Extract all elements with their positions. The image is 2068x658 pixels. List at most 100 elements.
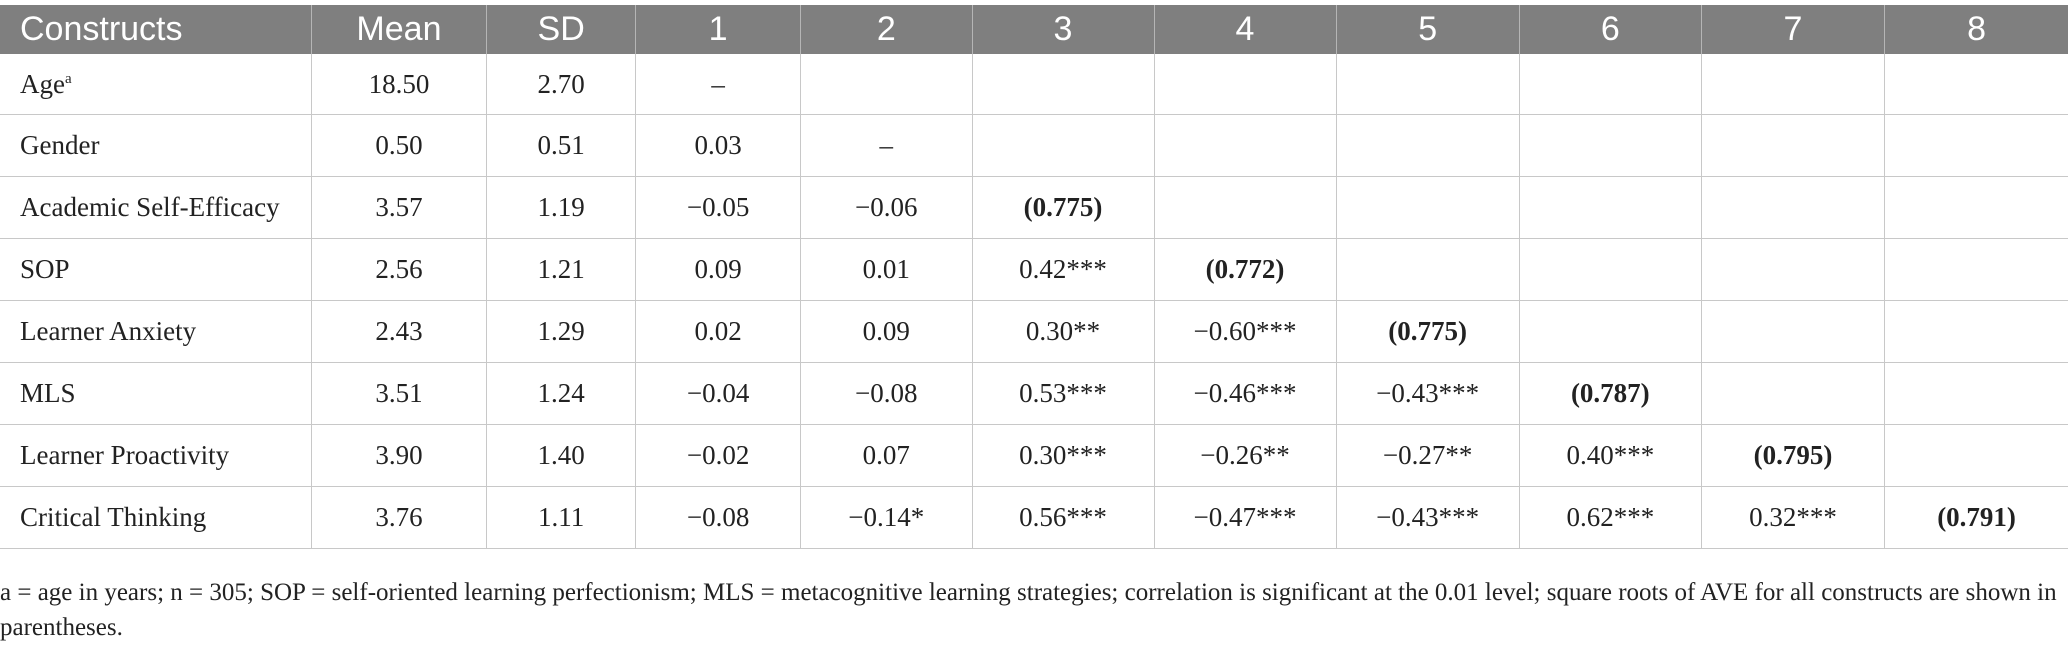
correlation-cell — [1884, 176, 2068, 239]
correlation-cell: 0.09 — [800, 300, 973, 363]
construct-cell: Gender — [0, 114, 312, 177]
correlation-cell — [1884, 300, 2068, 363]
correlation-cell — [1519, 238, 1702, 301]
correlation-cell — [1701, 176, 1886, 239]
correlation-cell: 0.07 — [800, 424, 973, 487]
correlation-cell: – — [635, 54, 802, 115]
header-constructs: Constructs — [0, 5, 312, 54]
correlation-table: Constructs Mean SD 1 2 3 4 5 6 7 8 Agea 1… — [0, 5, 2068, 549]
correlation-cell: 0.09 — [635, 238, 802, 301]
header-row: Constructs Mean SD 1 2 3 4 5 6 7 8 — [0, 5, 2068, 54]
correlation-cell — [1701, 238, 1886, 301]
mean-cell: 3.51 — [311, 362, 488, 425]
table-row: MLS 3.51 1.24 −0.04 −0.08 0.53*** −0.46*** −0.4… — [0, 362, 2068, 425]
table-row: Learner Anxiety 2.43 1.29 0.02 0.09 0.30** −0.… — [0, 300, 2068, 363]
header-col-6: 6 — [1519, 5, 1702, 54]
construct-cell: MLS — [0, 362, 312, 425]
table-row: Learner Proactivity 3.90 1.40 −0.02 0.07 0.30… — [0, 424, 2068, 487]
correlation-cell: 0.42*** — [972, 238, 1155, 301]
mean-cell: 2.43 — [311, 300, 488, 363]
header-col-1: 1 — [635, 5, 802, 54]
sd-cell: 1.40 — [486, 424, 637, 487]
header-col-5: 5 — [1336, 5, 1520, 54]
correlation-cell: −0.47*** — [1154, 486, 1337, 549]
correlation-cell — [1154, 54, 1337, 115]
correlation-cell — [1701, 114, 1886, 177]
header-col-8: 8 — [1884, 5, 2068, 54]
header-sd: SD — [486, 5, 637, 54]
mean-cell: 0.50 — [311, 114, 488, 177]
correlation-cell: −0.43*** — [1336, 362, 1520, 425]
correlation-cell: 0.02 — [635, 300, 802, 363]
correlation-cell: −0.27** — [1336, 424, 1520, 487]
mean-cell: 3.90 — [311, 424, 488, 487]
correlation-cell — [1519, 176, 1702, 239]
sd-cell: 1.19 — [486, 176, 637, 239]
correlation-cell: – — [800, 114, 973, 177]
construct-cell: Learner Anxiety — [0, 300, 312, 363]
correlation-table-container: Constructs Mean SD 1 2 3 4 5 6 7 8 Agea 1… — [0, 5, 2068, 549]
sd-cell: 1.21 — [486, 238, 637, 301]
correlation-cell — [1336, 54, 1520, 115]
sd-cell: 2.70 — [486, 54, 637, 115]
correlation-cell: (0.775) — [1336, 300, 1520, 363]
table-body: Agea 18.50 2.70– Gender 0.50 0.51 0.03– Academi… — [0, 54, 2068, 549]
construct-name: Learner Proactivity — [20, 440, 230, 470]
table-row: Gender 0.50 0.51 0.03– — [0, 114, 2068, 177]
table-row: Critical Thinking 3.76 1.11 −0.08 −0.14* 0.56… — [0, 486, 2068, 549]
correlation-cell: −0.14* — [800, 486, 973, 549]
correlation-cell: 0.01 — [800, 238, 973, 301]
correlation-cell — [1884, 424, 2068, 487]
correlation-cell — [1884, 238, 2068, 301]
construct-cell: Learner Proactivity — [0, 424, 312, 487]
construct-name: SOP — [20, 254, 70, 284]
correlation-cell: −0.60*** — [1154, 300, 1337, 363]
correlation-cell — [1336, 176, 1520, 239]
correlation-cell: −0.05 — [635, 176, 802, 239]
mean-cell: 3.76 — [311, 486, 488, 549]
table-row: Agea 18.50 2.70– — [0, 54, 2068, 115]
table-footnote: a = age in years; n = 305; SOP = self-or… — [0, 579, 2057, 641]
correlation-cell — [1701, 54, 1886, 115]
construct-name: Age — [20, 68, 65, 99]
correlation-cell: −0.46*** — [1154, 362, 1337, 425]
correlation-cell — [1519, 54, 1702, 115]
table-row: SOP 2.56 1.21 0.09 0.01 0.42*** (0.772) — [0, 238, 2068, 301]
correlation-cell: −0.26** — [1154, 424, 1337, 487]
correlation-cell: 0.56*** — [972, 486, 1155, 549]
correlation-cell — [1154, 176, 1337, 239]
correlation-cell: −0.08 — [800, 362, 973, 425]
construct-cell: Critical Thinking — [0, 486, 312, 549]
correlation-cell: 0.03 — [635, 114, 802, 177]
header-col-4: 4 — [1154, 5, 1337, 54]
correlation-cell: 0.30** — [972, 300, 1155, 363]
correlation-cell: 0.32*** — [1701, 486, 1886, 549]
correlation-cell — [1884, 54, 2068, 115]
sd-cell: 0.51 — [486, 114, 637, 177]
correlation-cell — [972, 114, 1155, 177]
correlation-cell — [1884, 114, 2068, 177]
header-col-3: 3 — [972, 5, 1155, 54]
sd-cell: 1.29 — [486, 300, 637, 363]
correlation-cell — [1519, 300, 1702, 363]
construct-cell: Agea — [0, 54, 312, 115]
construct-superscript: a — [64, 70, 72, 87]
correlation-cell: (0.787) — [1519, 362, 1702, 425]
correlation-cell: −0.04 — [635, 362, 802, 425]
correlation-cell: −0.43*** — [1336, 486, 1520, 549]
correlation-cell — [1519, 114, 1702, 177]
correlation-cell: (0.795) — [1701, 424, 1886, 487]
construct-name: MLS — [20, 378, 76, 408]
construct-cell: Academic Self-Efficacy — [0, 176, 312, 239]
correlation-cell: (0.775) — [972, 176, 1155, 239]
correlation-cell — [1701, 362, 1886, 425]
correlation-cell: 0.30*** — [972, 424, 1155, 487]
correlation-cell: 0.40*** — [1519, 424, 1702, 487]
mean-cell: 3.57 — [311, 176, 488, 239]
correlation-cell — [1701, 300, 1886, 363]
correlation-cell: −0.08 — [635, 486, 802, 549]
correlation-cell: −0.06 — [800, 176, 973, 239]
correlation-cell: (0.791) — [1884, 486, 2068, 549]
mean-cell: 18.50 — [311, 54, 488, 115]
correlation-cell — [800, 54, 973, 115]
